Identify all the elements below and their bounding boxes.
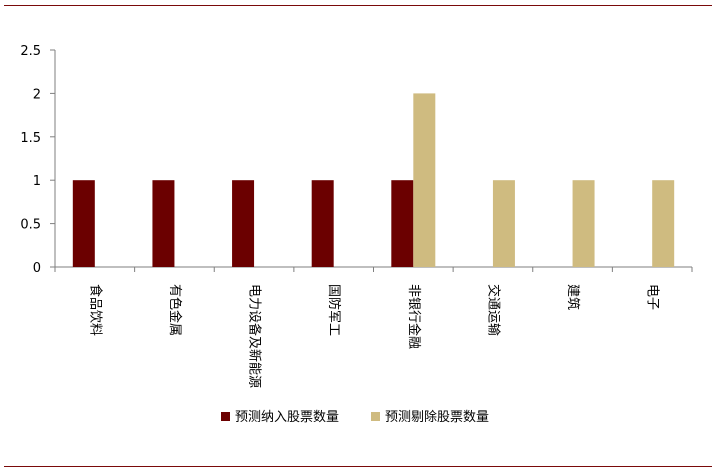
x-category-label: 非银行金融: [406, 284, 422, 349]
bars: [72, 93, 675, 268]
bar-exclude: [652, 180, 675, 267]
axes: [50, 49, 693, 272]
bar-exclude: [572, 180, 595, 267]
bottom-rule: [4, 466, 712, 467]
legend-swatch: [371, 412, 380, 421]
y-tick-label: 0.5: [20, 218, 41, 233]
x-category-label: 国防军工: [326, 284, 342, 336]
legend: 预测纳入股票数量 预测剔除股票数量: [221, 410, 489, 425]
bar-exclude: [413, 93, 436, 268]
x-category-label: 电力设备及新能源: [247, 284, 263, 388]
y-tick-labels: 0 0.5 1 1.5 2 2.5: [20, 44, 41, 276]
bar-include: [72, 180, 95, 267]
y-tick-label: 2.5: [20, 44, 41, 59]
x-category-label: 交通运输: [485, 284, 501, 336]
x-category-label: 电子: [645, 284, 660, 310]
bar-include: [311, 180, 334, 267]
legend-swatch: [221, 412, 230, 421]
x-category-label: 建筑: [565, 284, 581, 310]
y-tick-label: 2: [33, 87, 41, 102]
y-tick-label: 1.5: [20, 131, 41, 146]
top-rule: [4, 5, 712, 6]
bar-include: [152, 180, 175, 267]
bar-include: [391, 180, 414, 267]
x-category-label: 食品饮料: [87, 284, 103, 336]
bar-exclude: [492, 180, 515, 267]
x-category-label: 有色金属: [167, 284, 183, 336]
x-tick-labels: 食品饮料 有色金属 电力设备及新能源 国防军工 非银行金融 交通运输 建筑 电子: [87, 284, 659, 388]
legend-label: 预测纳入股票数量: [235, 410, 339, 425]
y-tick-label: 0: [33, 261, 41, 276]
bar-include: [232, 180, 255, 267]
legend-label: 预测剔除股票数量: [385, 410, 489, 425]
y-tick-label: 1: [33, 174, 41, 189]
